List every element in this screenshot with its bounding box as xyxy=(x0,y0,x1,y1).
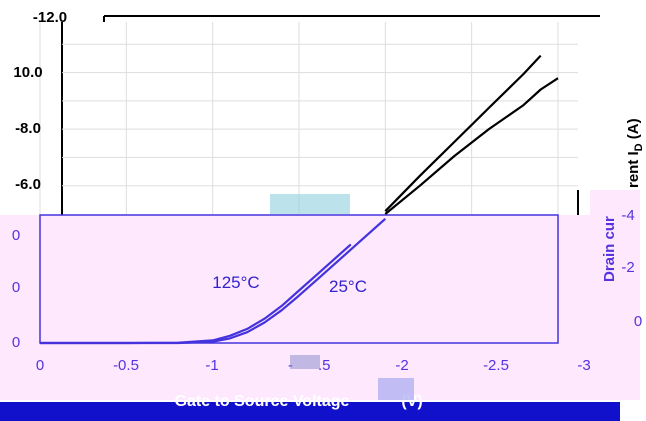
series-bottom-group xyxy=(40,217,387,345)
x-tick-label: -1 xyxy=(205,357,218,374)
artifact-block xyxy=(290,355,320,369)
y-axis-label-text: rent I xyxy=(625,151,642,188)
y-axis-label: rent ID (A) xyxy=(625,118,645,188)
x-tick-label: -2 xyxy=(395,357,408,374)
artifact-block xyxy=(270,194,350,214)
y-tick-label-pink: 0 xyxy=(12,227,20,244)
x-tick-label: -0.5 xyxy=(113,357,139,374)
y-tick-label: 10.0 xyxy=(13,64,42,81)
axis-label-bar xyxy=(0,402,620,421)
svg-text:rent ID (A): rent ID (A) xyxy=(625,118,645,188)
x-tick-label: .5 xyxy=(318,357,331,374)
series-25c-line-upper xyxy=(384,77,559,215)
x-tick-label: -3 xyxy=(577,357,590,374)
pink-band xyxy=(0,215,590,355)
series-125c-line-upper xyxy=(384,54,542,212)
y-tick-label-right: -4 xyxy=(621,207,634,224)
y-axis-label-sub: D xyxy=(633,143,645,151)
y-tick-label-pink: 0 xyxy=(12,334,20,351)
series-annotation-25c: 25°C xyxy=(329,277,367,296)
pink-plot-frame xyxy=(39,214,559,344)
y-tick-label-right: 0 xyxy=(634,313,642,330)
y-tick-label: -8.0 xyxy=(15,120,41,137)
y-tick-label: -6.0 xyxy=(15,176,41,193)
y-tick-label: -12.0 xyxy=(33,9,67,26)
artifact-block xyxy=(378,378,414,400)
y-tick-label-pink: 0 xyxy=(12,279,20,296)
series-top-group xyxy=(384,54,559,215)
y-axis-label-bottom: Drain cur xyxy=(601,216,618,282)
y-axis-label-unit: (A) xyxy=(625,118,642,143)
x-axis-label: Gate to Source Voltage xyxy=(175,393,350,410)
x-tick-label: -2.5 xyxy=(483,357,509,374)
pink-band-right xyxy=(590,190,640,355)
y-tick-label-right: -2 xyxy=(621,259,634,276)
series-annotation-125c: 125°C xyxy=(212,273,259,292)
series-25c-line-lower xyxy=(40,217,387,345)
svg-text:Drain cur: Drain cur xyxy=(601,216,618,282)
grid xyxy=(39,22,578,214)
x-tick-label: 0 xyxy=(36,357,44,374)
